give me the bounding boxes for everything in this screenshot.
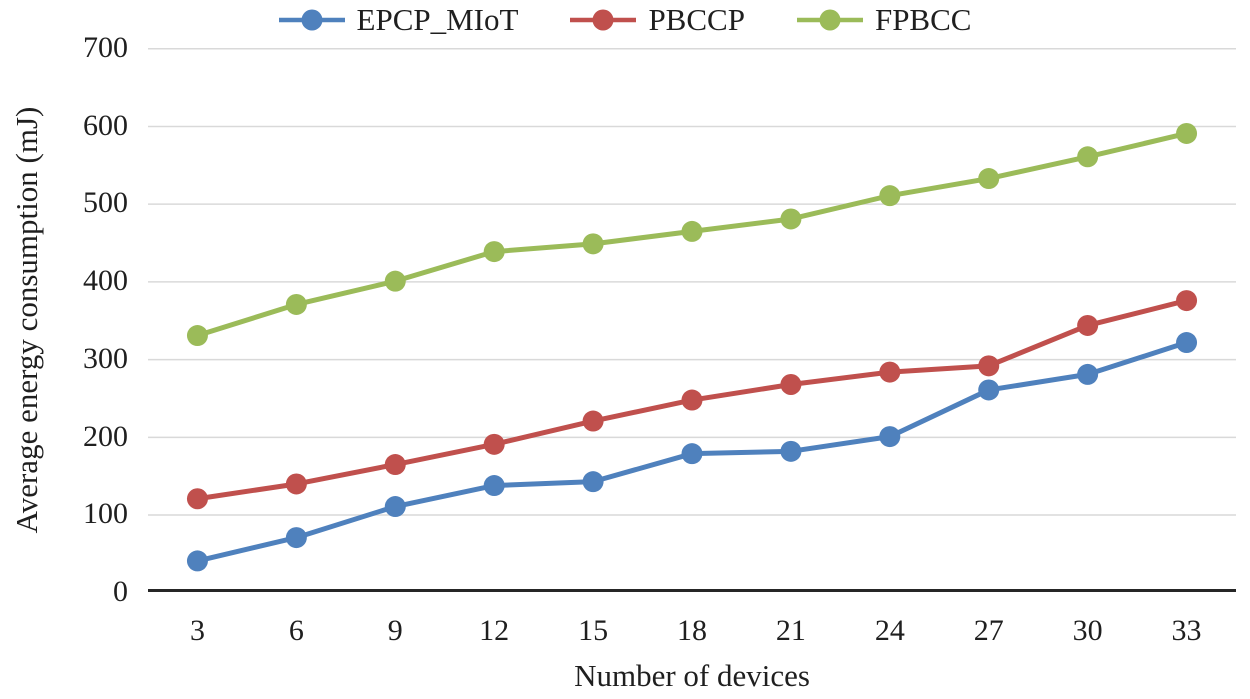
data-point-EPCP_MIoT-12 [483,475,505,497]
data-point-FPBCC-12 [483,241,505,263]
plot-area [148,48,1236,592]
y-tick-label: 500 [83,186,128,220]
legend-line-marker-icon [570,9,637,31]
data-point-PBCCP-27 [978,355,1000,377]
chart-legend: EPCP_MIoT PBCCP FPBCC [0,0,1250,40]
x-tick-label: 9 [387,614,403,647]
legend-dot-icon [819,9,841,31]
data-point-PBCCP-3 [186,488,208,510]
legend-line-marker-icon [278,9,345,31]
data-point-EPCP_MIoT-6 [285,527,307,549]
data-point-EPCP_MIoT-18 [681,443,703,465]
data-point-FPBCC-30 [1077,146,1099,168]
x-tick-label: 24 [874,614,905,647]
data-point-PBCCP-6 [285,473,307,495]
y-axis-title: Average energy consumption (mJ) [9,106,44,534]
data-point-FPBCC-24 [879,185,901,207]
y-tick-label: 100 [83,497,128,531]
data-point-EPCP_MIoT-24 [879,426,901,448]
y-tick-label: 400 [83,264,128,298]
y-tick-label: 0 [113,575,128,608]
data-point-EPCP_MIoT-21 [780,440,802,462]
legend-item-FPBCC: FPBCC [796,2,972,38]
x-tick-label: 15 [578,614,609,647]
x-tick-label: 6 [288,614,304,647]
x-tick-label: 33 [1171,614,1202,647]
legend-item-PBCCP: PBCCP [570,2,745,38]
data-point-FPBCC-21 [780,208,802,230]
data-point-FPBCC-3 [186,325,208,347]
y-tick-label: 200 [83,419,128,453]
data-point-FPBCC-27 [978,168,1000,190]
x-tick-label: 27 [973,614,1004,647]
y-tick-label: 700 [83,31,128,64]
x-axis-title: Number of devices [574,658,810,693]
data-point-PBCCP-9 [384,454,406,476]
data-point-EPCP_MIoT-27 [978,379,1000,401]
y-tick-label: 300 [83,341,128,375]
legend-dot-icon [592,9,614,31]
data-point-EPCP_MIoT-9 [384,496,406,518]
data-point-PBCCP-33 [1176,290,1198,312]
data-point-FPBCC-9 [384,270,406,292]
data-point-PBCCP-12 [483,433,505,455]
x-tick-label: 3 [189,614,205,647]
data-point-PBCCP-18 [681,389,703,411]
data-point-EPCP_MIoT-3 [186,550,208,572]
data-point-FPBCC-18 [681,220,703,242]
data-point-EPCP_MIoT-30 [1077,363,1099,385]
legend-line-marker-icon [796,9,863,31]
legend-label: FPBCC [874,2,972,37]
data-point-FPBCC-33 [1176,122,1198,144]
data-point-EPCP_MIoT-33 [1176,332,1198,354]
legend-label: PBCCP [648,2,745,37]
data-point-PBCCP-24 [879,361,901,383]
data-point-PBCCP-15 [582,410,604,432]
x-tick-label: 21 [775,614,806,647]
y-tick-label: 600 [83,108,128,142]
data-point-PBCCP-21 [780,374,802,396]
data-point-FPBCC-15 [582,233,604,255]
data-point-FPBCC-6 [285,293,307,315]
legend-label: EPCP_MIoT [356,2,519,37]
x-tick-label: 12 [479,614,510,647]
data-point-PBCCP-30 [1077,314,1099,336]
x-tick-label: 18 [677,614,707,647]
legend-item-EPCP_MIoT: EPCP_MIoT [278,2,519,38]
legend-dot-icon [301,9,323,31]
x-tick-label: 30 [1072,614,1103,647]
data-point-EPCP_MIoT-15 [582,471,604,493]
